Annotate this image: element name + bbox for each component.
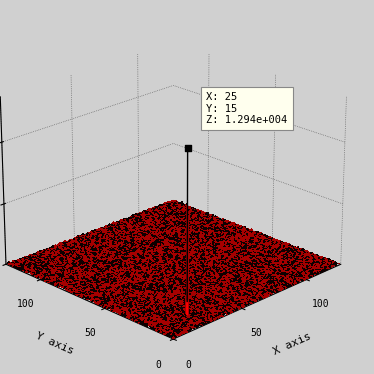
X-axis label: X axis: X axis bbox=[272, 331, 313, 356]
Text: X: 25
Y: 15
Z: 1.294e+004: X: 25 Y: 15 Z: 1.294e+004 bbox=[206, 92, 288, 125]
Y-axis label: Y axis: Y axis bbox=[34, 331, 75, 356]
